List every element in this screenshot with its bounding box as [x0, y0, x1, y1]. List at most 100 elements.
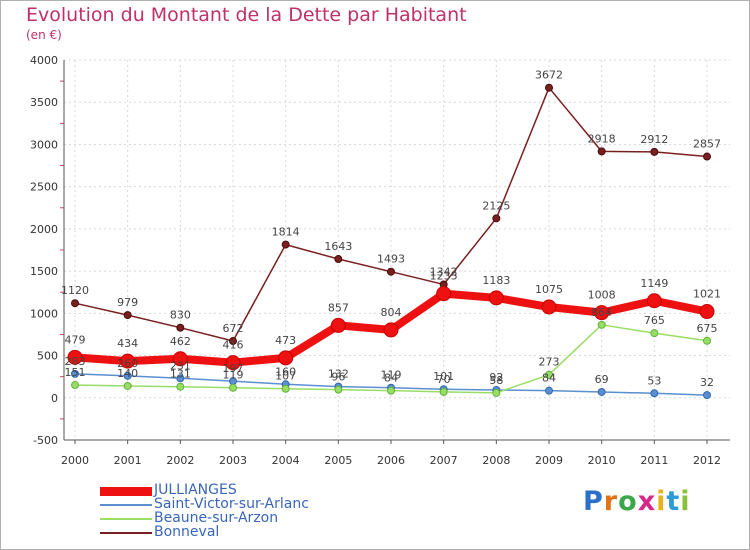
data-point	[545, 386, 553, 395]
data-label: 864	[591, 306, 612, 319]
data-point	[71, 381, 79, 390]
data-label: 1075	[535, 283, 563, 296]
x-tick-label: 2000	[61, 454, 89, 467]
legend-swatch	[100, 504, 152, 506]
data-point	[387, 386, 395, 395]
data-label: 672	[223, 322, 244, 335]
data-point	[176, 382, 185, 391]
data-label: 1233	[430, 270, 458, 283]
data-label: 804	[381, 306, 402, 319]
data-label: 1120	[61, 284, 89, 297]
data-point	[334, 255, 343, 264]
data-point	[123, 381, 132, 390]
data-label: 231	[170, 359, 191, 372]
axes: -500 0 500 1000 1500 2000 2500 3000 3500 4000 2000…	[30, 54, 730, 467]
data-label: 1814	[272, 226, 300, 239]
data-point	[334, 385, 343, 394]
data-point	[703, 152, 711, 161]
data-point	[281, 240, 290, 249]
data-label: 462	[170, 335, 191, 348]
data-point	[597, 147, 606, 156]
data-point	[229, 337, 237, 346]
data-point	[387, 267, 395, 276]
data-label: 1183	[482, 274, 510, 287]
data-label: 132	[328, 368, 349, 381]
data-point	[492, 214, 501, 223]
data-label: 2125	[482, 199, 510, 212]
data-label: 160	[275, 365, 296, 378]
data-label: 260	[117, 357, 138, 370]
x-tick-label: 2005	[324, 454, 352, 467]
legend-swatch	[100, 532, 152, 534]
y-tick-label: 3500	[30, 96, 58, 109]
data-label: 1149	[640, 277, 668, 290]
logo-letter: o	[618, 486, 638, 517]
data-point	[330, 317, 346, 333]
data-label: 70	[437, 373, 451, 386]
data-label: 96	[331, 371, 345, 384]
data-label: 197	[223, 362, 244, 375]
data-point	[597, 320, 606, 329]
data-point	[650, 389, 659, 398]
data-label: 1493	[377, 253, 405, 266]
data-label: 119	[381, 369, 402, 382]
logo-letter: P	[583, 486, 604, 517]
x-tick-label: 2004	[272, 454, 300, 467]
x-tick-label: 2012	[693, 454, 721, 467]
data-point	[67, 349, 83, 365]
data-point	[545, 370, 553, 379]
y-tick-label: 0	[51, 392, 58, 405]
data-label: 1021	[693, 288, 721, 301]
data-label: 53	[647, 374, 661, 387]
data-point	[594, 305, 610, 321]
data-label: 3672	[535, 69, 563, 82]
data-point	[172, 351, 188, 367]
data-label: 2912	[640, 133, 668, 146]
data-label: 273	[539, 356, 560, 369]
x-tick-label: 2001	[114, 454, 142, 467]
data-label: 1342	[430, 265, 458, 278]
y-tick-label: 4000	[30, 54, 58, 67]
x-tick-label: 2008	[482, 454, 510, 467]
data-label: 101	[433, 370, 454, 383]
legend-label: Saint-Victor-sur-Arlanc	[154, 496, 309, 512]
data-label: 765	[644, 314, 665, 327]
data-point	[650, 329, 659, 338]
y-tick-label: 2000	[30, 223, 58, 236]
data-label: 434	[117, 337, 138, 350]
data-label: 107	[275, 370, 296, 383]
legend-swatch	[100, 518, 152, 520]
data-point	[650, 147, 659, 156]
data-label: 84	[384, 372, 398, 385]
data-label: 979	[117, 296, 138, 309]
x-tick-label: 2010	[588, 454, 616, 467]
data-point	[597, 387, 606, 396]
data-label: 1008	[588, 289, 616, 302]
data-point	[278, 350, 294, 366]
logo-letter: r	[603, 486, 619, 517]
data-label: 830	[170, 309, 191, 322]
data-point	[123, 371, 132, 380]
series-layer	[67, 83, 715, 400]
chart-subtitle: (en €)	[26, 28, 62, 42]
data-point	[699, 304, 715, 320]
grid-lines	[64, 59, 730, 441]
data-point	[71, 299, 79, 308]
data-point	[436, 286, 452, 302]
legend-label: Bonneval	[154, 524, 220, 540]
data-point	[229, 383, 237, 392]
data-label: 32	[700, 376, 714, 389]
data-point	[492, 388, 501, 397]
data-point	[439, 387, 448, 396]
data-label: 283	[65, 355, 86, 368]
logo-letter: t	[666, 486, 681, 517]
legend-swatch	[100, 486, 152, 496]
data-label: 151	[65, 366, 86, 379]
chart-title: Evolution du Montant de la Dette par Hab…	[26, 4, 467, 26]
data-point	[71, 369, 79, 378]
y-tick-label: 1000	[30, 307, 58, 320]
data-point	[488, 290, 504, 306]
y-tick-label: 1500	[30, 265, 58, 278]
data-label: 58	[489, 374, 503, 387]
data-label: 416	[223, 339, 244, 352]
